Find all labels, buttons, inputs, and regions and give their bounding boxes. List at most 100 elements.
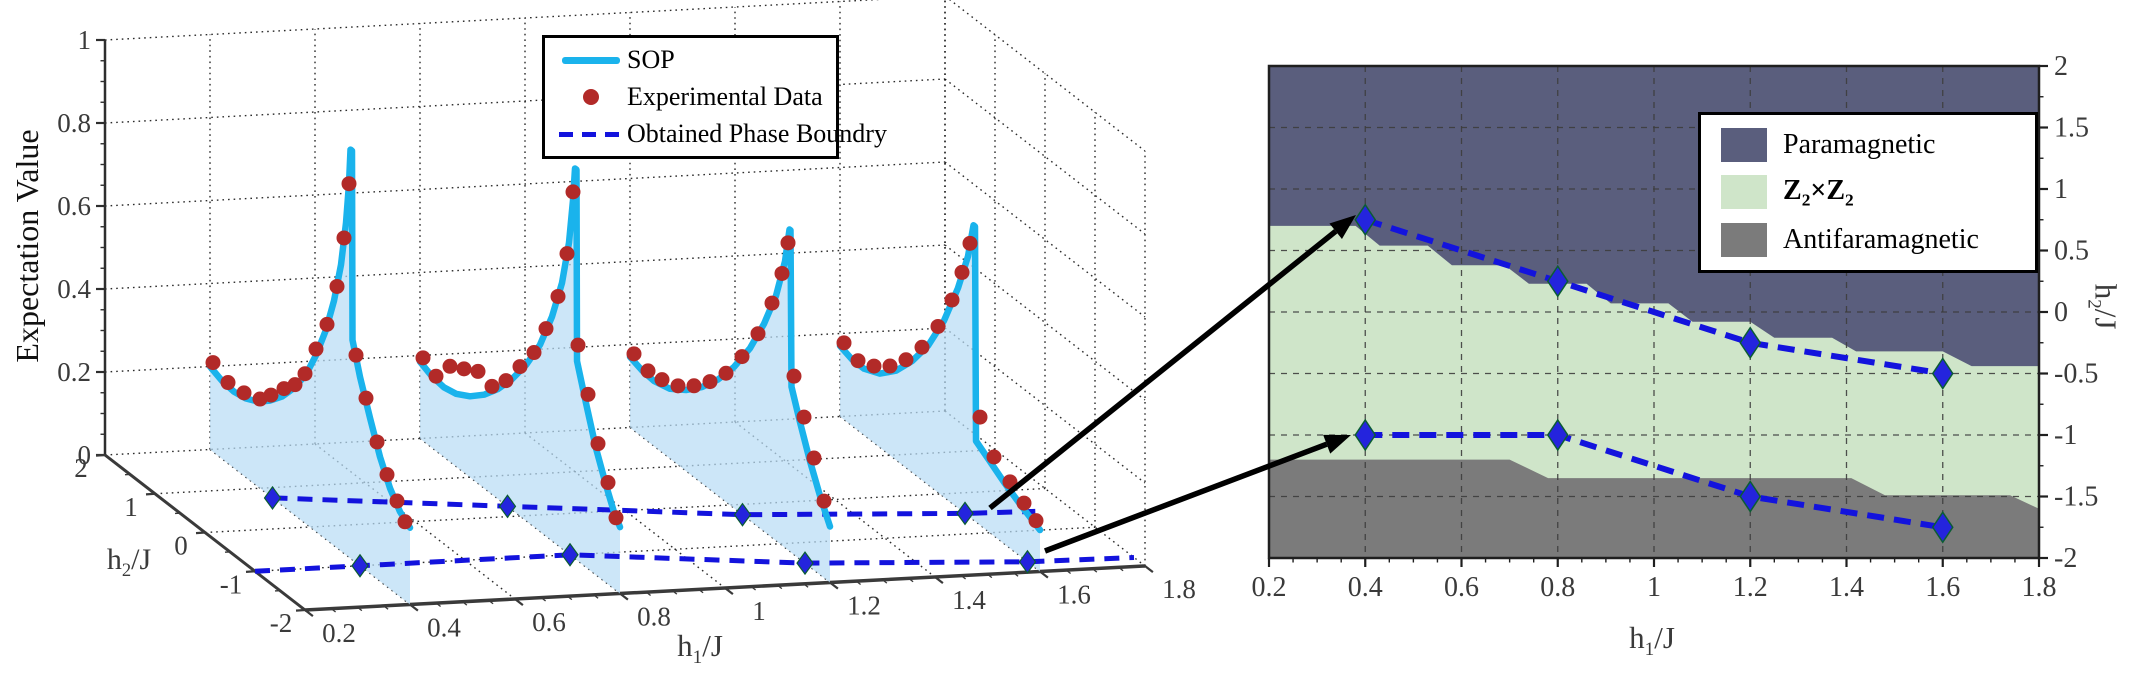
- boundary-diamond-upper-3d: [498, 494, 517, 519]
- h2-tick-label: 1: [124, 492, 138, 522]
- legend-label-experimental-data: Experimental Data: [627, 82, 823, 111]
- z2-part: 2: [1845, 190, 1854, 210]
- experimental-data-point: [470, 363, 486, 379]
- right-h1-axis-title: h1/J: [1600, 620, 1704, 661]
- z2z2-swatch-icon: [1721, 175, 1767, 210]
- data-point-sample-icon: [555, 89, 627, 105]
- experimental-data-point: [702, 374, 718, 390]
- experimental-data-point: [640, 363, 656, 379]
- right-y-tick-label: -1.5: [2054, 482, 2098, 513]
- legend-item-z2z2: Z2×Z2: [1701, 175, 2035, 211]
- z-tick-label: 1: [78, 25, 92, 55]
- right-x-tick-label: 1: [1647, 572, 1661, 603]
- experimental-data-point: [263, 387, 279, 403]
- experimental-data-point: [786, 368, 802, 384]
- h1-tick-label: 0.4: [427, 613, 461, 643]
- boundary-diamond-lower: [1931, 510, 1954, 544]
- experimental-data-point: [379, 467, 395, 483]
- paramagnetic-swatch-icon: [1721, 127, 1767, 162]
- sop-slice-fill: [630, 229, 830, 583]
- legend-label-phase-boundary: Obtained Phase Boundry: [627, 119, 887, 148]
- experimental-data-point: [308, 341, 324, 357]
- experimental-data-point: [559, 246, 575, 262]
- experimental-data-point: [836, 335, 852, 351]
- experimental-data-point: [796, 409, 812, 425]
- z-tick-label: 0.4: [57, 274, 91, 304]
- phase-boundary-lower: [1365, 432, 1944, 531]
- experimental-data-point: [590, 436, 606, 452]
- experimental-data-point: [734, 349, 750, 365]
- h1-label-sub: 1: [692, 647, 703, 669]
- z2-part: Z: [1826, 174, 1846, 206]
- boundary-diamond-lower-3d: [796, 551, 814, 576]
- h2-label-rest: /J: [131, 543, 152, 576]
- right-x-tick-label: 0.4: [1348, 572, 1383, 603]
- experimental-data-point: [816, 493, 832, 509]
- experimental-data-point: [764, 295, 780, 311]
- boundary-diamond-lower: [1546, 418, 1569, 452]
- legend-label-paramagnetic: Paramagnetic: [1783, 128, 1936, 160]
- experimental-data-point: [600, 475, 616, 491]
- experimental-data-point: [297, 366, 313, 382]
- phase-boundary-lower-3d: [254, 552, 1135, 574]
- experimental-data-point: [986, 449, 1002, 465]
- experimental-data-point: [389, 493, 405, 509]
- z-tick-label: 0.8: [57, 108, 91, 138]
- h2-label-sub: 2: [121, 560, 132, 581]
- boundary-diamond-upper-3d: [263, 485, 282, 510]
- h2-tick-label: 0: [174, 531, 188, 561]
- experimental-data-point: [944, 292, 960, 308]
- experimental-data-point: [287, 377, 303, 393]
- experimental-data-point: [570, 337, 586, 353]
- experimental-data-point: [428, 368, 444, 384]
- right-y-tick-label: 2: [2054, 51, 2068, 82]
- experimental-data-point: [442, 358, 458, 374]
- experimental-data-point: [415, 350, 431, 366]
- experimental-data-point: [654, 372, 670, 388]
- phase-boundary-lines-3d: [254, 485, 1135, 578]
- experimental-data-point: [954, 264, 970, 280]
- boundary-diamond-lower-3d: [351, 553, 369, 578]
- right-x-tick-label: 1.8: [2022, 572, 2057, 603]
- experimental-data-point: [850, 353, 866, 369]
- right-y-tick-label: 0.5: [2054, 236, 2089, 267]
- experimental-data-point: [205, 355, 221, 371]
- experimental-data-point: [580, 386, 596, 402]
- h1-label-rest: /J: [702, 628, 723, 663]
- annotation-arrows: [988, 215, 1356, 554]
- sop-line-sample-icon: [555, 56, 627, 64]
- h1-tick-label: 1.2: [847, 591, 881, 621]
- phase-boundary-upper: [1364, 216, 1944, 377]
- experimental-data-point: [930, 318, 946, 334]
- right-y-tick-label: 1: [2054, 174, 2068, 205]
- left-axes: 0 0.2 0.4 0.6 0.8 1 2 1 0 -1 -2 0.2 0.4 0.6 0.8 1 1.2 1.4…: [57, 25, 1196, 648]
- experimental-data-point: [319, 316, 335, 332]
- boundary-diamond-upper: [1931, 357, 1954, 390]
- z2-part: 2: [1801, 190, 1811, 210]
- z2-part: ×: [1810, 174, 1827, 206]
- boundary-diamond-lower-3d: [1018, 549, 1037, 574]
- h1-tick-label: 1.4: [952, 585, 986, 615]
- experimental-data-point: [962, 235, 978, 251]
- right-legend: Paramagnetic Z2×Z2 Antifaramagnetic: [1698, 112, 2038, 273]
- h1-label-base: h: [677, 628, 693, 663]
- antiferromagnetic-swatch-icon: [1721, 223, 1767, 258]
- right-x-tick-label: 1.4: [1829, 572, 1864, 603]
- h1-tick-label: 1.6: [1057, 580, 1091, 610]
- legend-label-antiferromagnetic: Antifaramagnetic: [1783, 224, 1979, 256]
- h2-label-base: h: [2088, 283, 2124, 300]
- z2-part: Z: [1783, 174, 1802, 206]
- experimental-data-point: [369, 434, 385, 450]
- experimental-data-point: [750, 326, 766, 342]
- arrow-upper-boundary-shaft: [988, 229, 1338, 511]
- right-y-tick-label: 1.5: [2054, 113, 2089, 144]
- z-tick-label: 0.6: [57, 191, 91, 221]
- experimental-data-point: [774, 265, 790, 281]
- sop-slice-fill: [840, 225, 1040, 572]
- right-y-tick-label: -1: [2054, 420, 2077, 451]
- h1-label-sub: 1: [1644, 639, 1655, 661]
- dashed-line-sample-icon: [555, 131, 627, 137]
- h2-tick-label: -2: [270, 608, 293, 638]
